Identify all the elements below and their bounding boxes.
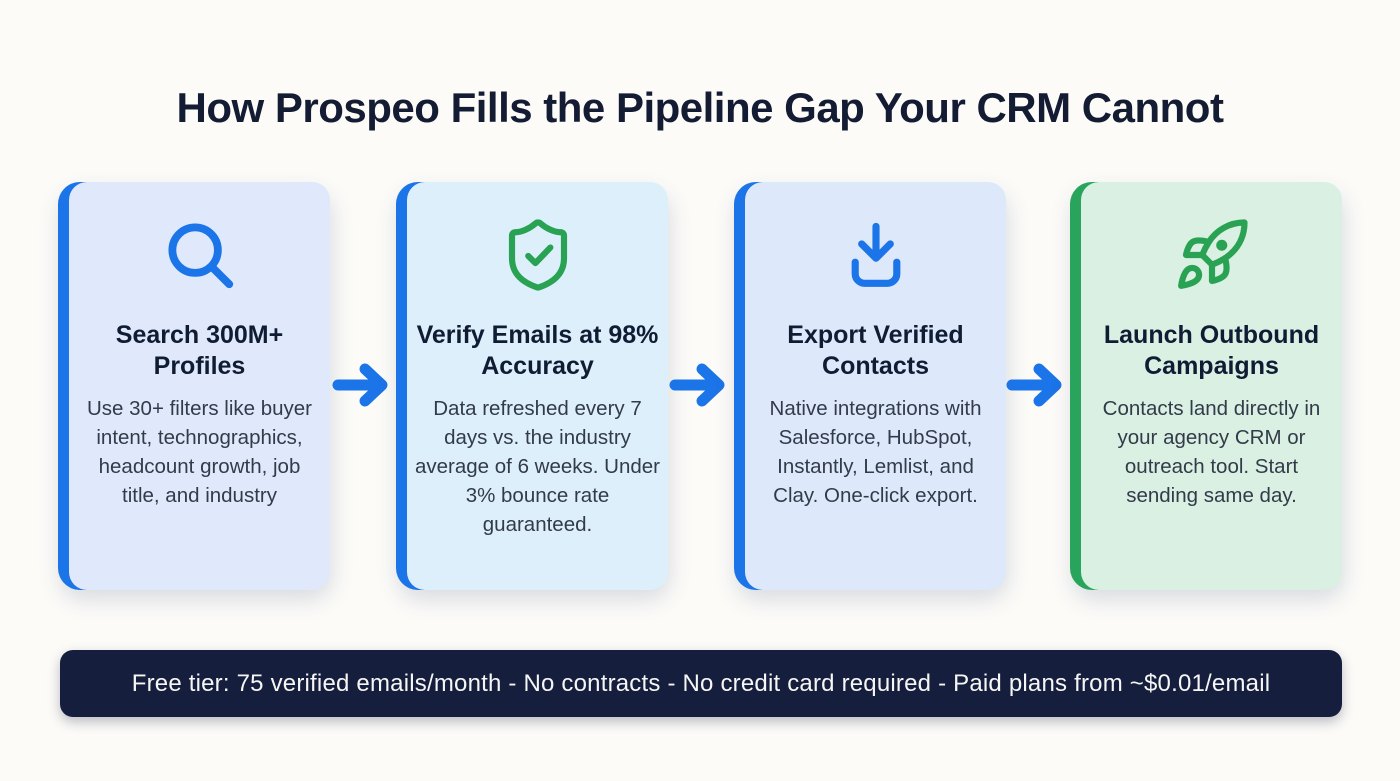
flow-arrow-icon: [332, 363, 388, 407]
step-card-search-body: Search 300M+ Profiles Use 30+ filters li…: [69, 182, 330, 590]
flow-arrow-icon: [1006, 363, 1062, 407]
step-card-launch-body: Launch Outbound Campaigns Contacts land …: [1081, 182, 1342, 590]
footer-banner: Free tier: 75 verified emails/month - No…: [60, 650, 1342, 717]
step-card-export-body: Export Verified Contacts Native integrat…: [745, 182, 1006, 590]
download-icon: [851, 222, 900, 287]
step-title: Verify Emails at 98% Accuracy: [416, 321, 659, 380]
step-description: Contacts land directly in your agency CR…: [1102, 397, 1321, 507]
step-card-search: Search 300M+ Profiles Use 30+ filters li…: [58, 182, 330, 590]
footer-banner-text: Free tier: 75 verified emails/month - No…: [131, 669, 1271, 697]
rocket-icon: [1177, 219, 1248, 289]
step-title: Launch Outbound Campaigns: [1103, 321, 1320, 380]
step-card-verify-body: Verify Emails at 98% Accuracy Data refre…: [407, 182, 668, 590]
step-description: Native integrations with Salesforce, Hub…: [769, 397, 982, 507]
step-card-export: Export Verified Contacts Native integrat…: [734, 182, 1006, 590]
search-icon: [167, 223, 233, 289]
step-description: Data refreshed every 7 days vs. the indu…: [415, 397, 660, 536]
step-title: Export Verified Contacts: [787, 321, 964, 380]
shield-check-icon: [508, 219, 567, 291]
flow-arrow-icon: [669, 363, 725, 407]
step-description: Use 30+ filters like buyer intent, techn…: [86, 397, 313, 507]
step-card-verify: Verify Emails at 98% Accuracy Data refre…: [396, 182, 668, 590]
step-title: Search 300M+ Profiles: [115, 321, 284, 380]
page-title: How Prospeo Fills the Pipeline Gap Your …: [176, 84, 1224, 131]
step-card-launch: Launch Outbound Campaigns Contacts land …: [1070, 182, 1342, 590]
